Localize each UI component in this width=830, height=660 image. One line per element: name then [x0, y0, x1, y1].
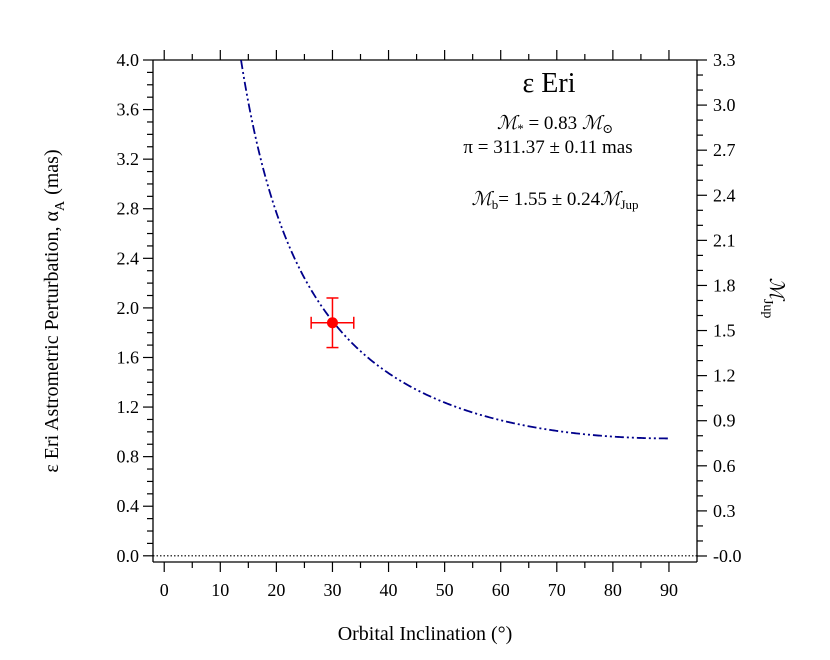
- x-tick-label: 0: [160, 580, 169, 600]
- y2-tick-label: 1.8: [713, 275, 736, 295]
- y-tick-label: 2.8: [117, 199, 140, 219]
- y2-tick-label: 2.1: [713, 230, 736, 250]
- y2-tick-label: 3.0: [713, 95, 736, 115]
- x-tick-label: 90: [660, 580, 678, 600]
- y-tick-label: 2.0: [117, 298, 140, 318]
- y2-tick-label: 0.9: [713, 411, 736, 431]
- annotation-planet-mass: ℳb= 1.55 ± 0.24ℳJup: [471, 189, 638, 212]
- y2-tick-label: 1.2: [713, 366, 736, 386]
- y-axis-title-main: ε Eri Astrometric Perturbation, α: [41, 211, 63, 473]
- y-tick-label: 4.0: [117, 50, 140, 70]
- y-axis-title-unit: (mas): [41, 149, 63, 195]
- x-tick-label: 50: [436, 580, 454, 600]
- y2-tick-label: 2.4: [713, 185, 736, 205]
- x-ticks-bottom: 0 10 20 30 40 50 60 70 80 90: [160, 562, 678, 600]
- y-tick-label: 0.8: [117, 447, 140, 467]
- y-tick-label: 3.2: [117, 149, 140, 169]
- solar-mass-sub: ⊙: [602, 121, 613, 136]
- x-tick-label: 10: [211, 580, 229, 600]
- star-mass-symbol: ℳ: [497, 113, 520, 134]
- annotation-star-mass: ℳ* = 0.83 ℳ⊙: [497, 113, 613, 136]
- x-tick-label: 30: [323, 580, 341, 600]
- y-axis-title: ε Eri Astrometric Perturbation, αA (mas): [41, 149, 68, 472]
- x-tick-label: 60: [492, 580, 510, 600]
- y2-axis-title-sub: Jup: [760, 299, 775, 318]
- y-tick-label: 0.0: [117, 546, 140, 566]
- data-point-group: [310, 297, 355, 349]
- planet-mass-symbol: ℳ: [471, 189, 494, 210]
- x-tick-label: 40: [380, 580, 398, 600]
- y-axis-title-sub: A: [53, 200, 68, 211]
- y2-tick-label: -0.0: [713, 546, 742, 566]
- y2-axis-title-main: ℳ: [765, 278, 787, 302]
- solar-mass-symbol: ℳ: [582, 113, 605, 134]
- x-axis-title: Orbital Inclination (°): [338, 623, 513, 645]
- star-mass-value: = 0.83: [524, 113, 582, 134]
- y-tick-label: 0.4: [117, 496, 140, 516]
- star-mass-sub: *: [517, 121, 524, 136]
- y2-tick-label: 3.3: [713, 50, 736, 70]
- planet-mass-value: = 1.55 ± 0.24: [498, 189, 600, 210]
- jupiter-mass-sub: Jup: [621, 197, 639, 212]
- x-tick-label: 70: [548, 580, 566, 600]
- series-curve: [240, 60, 669, 440]
- y-tick-label: 2.4: [117, 248, 140, 268]
- y-tick-label: 3.6: [117, 100, 140, 120]
- y-ticks-right: -0.0 0.3 0.6 0.9 1.2 1.5 1.8 2.1 2.4 2.7 3.0 3.3: [697, 50, 742, 566]
- y-tick-label: 1.2: [117, 397, 140, 417]
- planet-mass-sub: b: [492, 197, 499, 212]
- y2-tick-label: 1.5: [713, 321, 736, 341]
- y2-tick-label: 0.3: [713, 501, 736, 521]
- y2-axis-title: ℳJup: [760, 278, 787, 319]
- y-tick-label: 1.6: [117, 347, 140, 367]
- y2-tick-label: 0.6: [713, 456, 736, 476]
- x-ticks-top: [163, 50, 670, 60]
- y-ticks-left: 0.0 0.4 0.8 1.2 1.6 2.0 2.4 2.8 3.2 3.6 4.0: [117, 50, 153, 566]
- y2-tick-label: 2.7: [713, 140, 736, 160]
- x-tick-label: 20: [267, 580, 285, 600]
- x-tick-label: 80: [604, 580, 622, 600]
- annotation-parallax: π = 311.37 ± 0.11 mas: [463, 137, 632, 158]
- data-point: [326, 317, 338, 329]
- jupiter-mass-symbol: ℳ: [600, 189, 623, 210]
- chart-title: ε Eri: [523, 68, 576, 99]
